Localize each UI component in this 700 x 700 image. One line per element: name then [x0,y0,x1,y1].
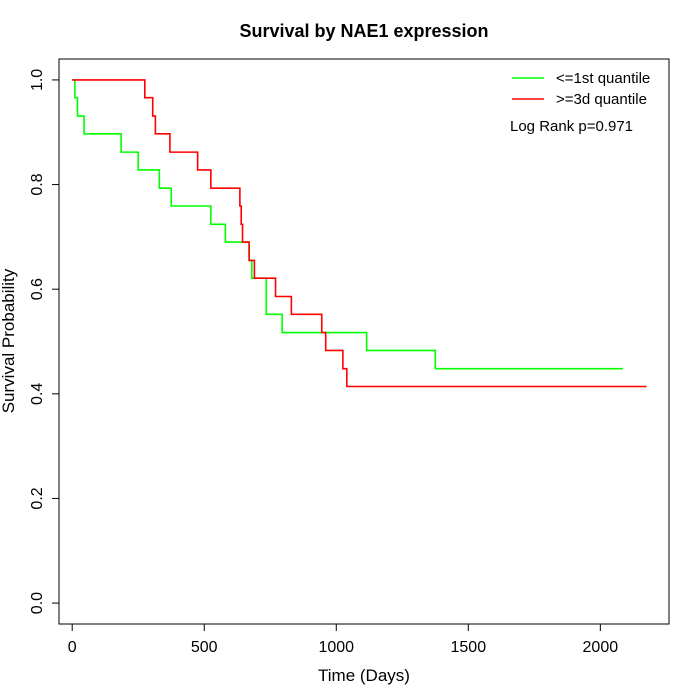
x-tick-label: 1500 [451,639,487,656]
y-axis-label: Survival Probability [0,268,18,413]
x-tick-label: 1000 [318,639,354,656]
y-tick-label: 0.4 [29,383,46,405]
x-axis: 0 500 1000 1500 2000 [68,623,619,656]
x-tick-label: 500 [191,639,218,656]
y-axis: 0.0 0.2 0.4 0.6 0.8 1.0 [29,69,60,614]
legend: <=1st quantile >=3d quantile [512,70,650,108]
legend-label-low: <=1st quantile [556,70,650,87]
x-tick-label: 0 [68,639,77,656]
y-tick-label: 0.6 [29,278,46,300]
y-tick-label: 1.0 [29,69,46,91]
series-line-high [72,79,647,388]
legend-label-high: >=3d quantile [556,91,647,108]
series-layer [72,79,647,388]
series-line-low [72,79,623,370]
log-rank-annotation: Log Rank p=0.971 [510,118,633,135]
y-tick-label: 0.8 [29,173,46,195]
x-tick-label: 2000 [583,639,619,656]
x-axis-label: Time (Days) [318,666,410,685]
chart-title: Survival by NAE1 expression [239,21,488,41]
y-tick-label: 0.2 [29,487,46,509]
y-tick-label: 0.0 [29,592,46,614]
plot-frame [58,58,670,625]
